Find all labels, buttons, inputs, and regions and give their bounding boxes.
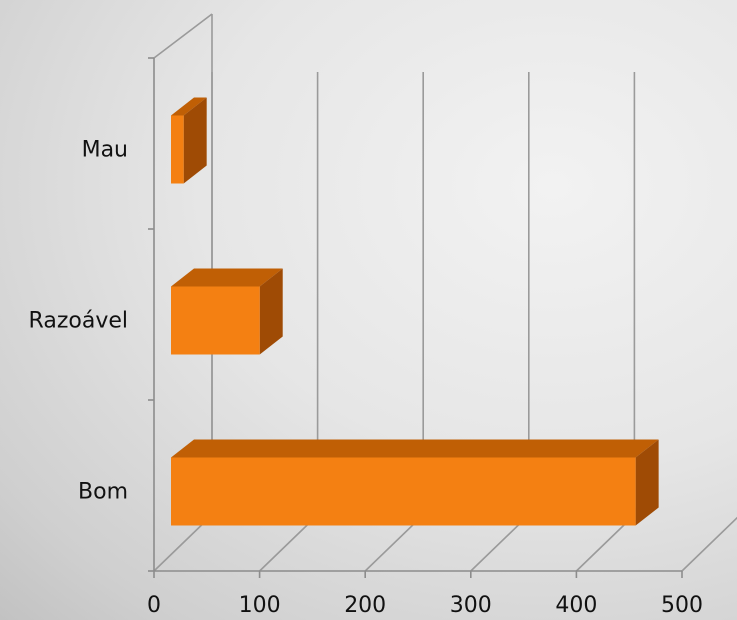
bar-mau bbox=[171, 115, 184, 184]
side-wall-top-edge bbox=[153, 13, 213, 59]
bar-bom bbox=[171, 457, 636, 526]
x-tick-label: 200 bbox=[344, 593, 386, 618]
bars bbox=[171, 97, 659, 526]
x-tick-label: 500 bbox=[661, 593, 703, 618]
bar-bom-side bbox=[635, 439, 659, 526]
x-tick-label: 0 bbox=[147, 593, 161, 618]
y-tick-label: Razoável bbox=[29, 309, 128, 334]
bar-razoável-top bbox=[171, 268, 283, 287]
y-tick-label: Bom bbox=[78, 480, 128, 505]
gridline-floor bbox=[681, 516, 737, 572]
bar-mau-top bbox=[171, 97, 207, 116]
bar-razoável bbox=[171, 286, 260, 355]
bar-razoável-side bbox=[259, 268, 283, 355]
x-tick-label: 400 bbox=[555, 593, 597, 618]
x-tick-label: 300 bbox=[450, 593, 492, 618]
x-tick-label: 100 bbox=[239, 593, 281, 618]
bar-bom-top bbox=[171, 439, 659, 458]
bar-mau-side bbox=[183, 97, 207, 184]
labels: Mau Razoável Bom 0 100 200 300 400 500 bbox=[29, 138, 703, 619]
axes bbox=[148, 13, 683, 578]
y-tick-label: Mau bbox=[82, 138, 128, 163]
